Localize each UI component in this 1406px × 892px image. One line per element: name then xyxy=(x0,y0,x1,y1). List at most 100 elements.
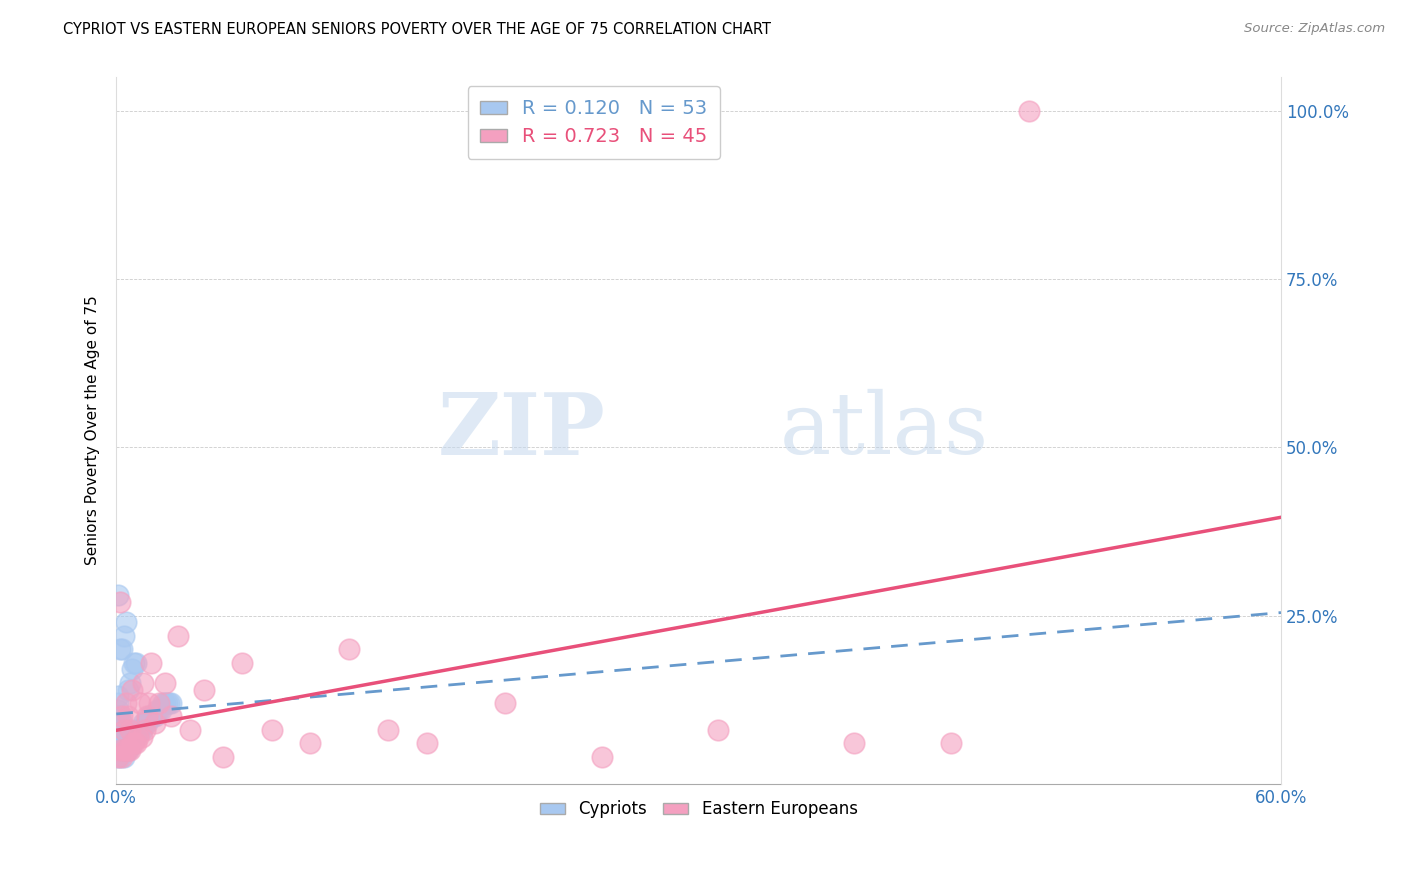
Point xyxy=(260,723,283,737)
Text: atlas: atlas xyxy=(780,389,990,472)
Point xyxy=(134,716,156,731)
Point xyxy=(138,709,160,723)
Text: ZIP: ZIP xyxy=(437,389,606,473)
Point xyxy=(299,736,322,750)
Point xyxy=(136,709,159,723)
Point xyxy=(149,703,172,717)
Point xyxy=(148,696,170,710)
Point xyxy=(108,736,131,750)
Point xyxy=(141,656,163,670)
Point xyxy=(125,736,148,750)
Point xyxy=(416,736,439,750)
Text: CYPRIOT VS EASTERN EUROPEAN SENIORS POVERTY OVER THE AGE OF 75 CORRELATION CHART: CYPRIOT VS EASTERN EUROPEAN SENIORS POVE… xyxy=(63,22,772,37)
Point xyxy=(159,709,181,723)
Point xyxy=(148,703,170,717)
Point xyxy=(122,730,145,744)
Point xyxy=(131,723,153,737)
Point xyxy=(143,709,166,723)
Point xyxy=(156,696,179,710)
Point xyxy=(939,736,962,750)
Point xyxy=(121,736,143,750)
Point xyxy=(136,716,159,731)
Point xyxy=(128,723,150,737)
Point xyxy=(142,709,165,723)
Point xyxy=(141,709,163,723)
Point xyxy=(117,743,139,757)
Point xyxy=(108,743,131,757)
Point xyxy=(107,730,129,744)
Point xyxy=(108,595,131,609)
Point xyxy=(118,743,141,757)
Point xyxy=(157,696,180,710)
Point xyxy=(107,749,129,764)
Point xyxy=(159,696,181,710)
Point xyxy=(591,749,613,764)
Point xyxy=(122,656,145,670)
Point xyxy=(117,682,139,697)
Point xyxy=(115,723,138,737)
Point xyxy=(337,642,360,657)
Point xyxy=(112,629,135,643)
Point xyxy=(112,730,135,744)
Point xyxy=(121,682,143,697)
Point xyxy=(107,588,129,602)
Point xyxy=(111,716,134,731)
Point xyxy=(707,723,730,737)
Point xyxy=(107,690,129,704)
Point xyxy=(128,696,150,710)
Point xyxy=(117,743,139,757)
Point xyxy=(131,730,153,744)
Point xyxy=(108,723,131,737)
Point xyxy=(107,723,129,737)
Point xyxy=(134,723,156,737)
Point xyxy=(112,743,135,757)
Point xyxy=(842,736,865,750)
Point xyxy=(118,723,141,737)
Point xyxy=(146,703,169,717)
Point xyxy=(107,709,129,723)
Point xyxy=(118,676,141,690)
Point xyxy=(107,736,129,750)
Point xyxy=(111,642,134,657)
Point xyxy=(127,730,149,744)
Point xyxy=(121,662,143,676)
Point xyxy=(125,656,148,670)
Point xyxy=(108,642,131,657)
Point xyxy=(108,749,131,764)
Point xyxy=(111,743,134,757)
Text: Source: ZipAtlas.com: Source: ZipAtlas.com xyxy=(1244,22,1385,36)
Point xyxy=(138,696,160,710)
Point xyxy=(111,749,134,764)
Point xyxy=(127,723,149,737)
Point xyxy=(121,736,143,750)
Point xyxy=(107,716,129,731)
Point xyxy=(153,696,176,710)
Point xyxy=(143,716,166,731)
Point xyxy=(132,676,155,690)
Point xyxy=(115,743,138,757)
Point xyxy=(125,730,148,744)
Point xyxy=(118,736,141,750)
Point xyxy=(107,703,129,717)
Point xyxy=(122,736,145,750)
Point xyxy=(212,749,235,764)
Y-axis label: Seniors Poverty Over the Age of 75: Seniors Poverty Over the Age of 75 xyxy=(86,296,100,566)
Point xyxy=(377,723,399,737)
Point xyxy=(152,696,174,710)
Point xyxy=(153,676,176,690)
Point xyxy=(115,743,138,757)
Point xyxy=(112,749,135,764)
Point xyxy=(111,709,134,723)
Point xyxy=(231,656,253,670)
Point xyxy=(107,696,129,710)
Point xyxy=(179,723,201,737)
Point xyxy=(112,723,135,737)
Legend: Cypriots, Eastern Europeans: Cypriots, Eastern Europeans xyxy=(533,794,865,825)
Point xyxy=(107,749,129,764)
Point xyxy=(115,615,138,630)
Point xyxy=(115,696,138,710)
Point xyxy=(117,709,139,723)
Point xyxy=(132,716,155,731)
Point xyxy=(494,696,516,710)
Point xyxy=(108,709,131,723)
